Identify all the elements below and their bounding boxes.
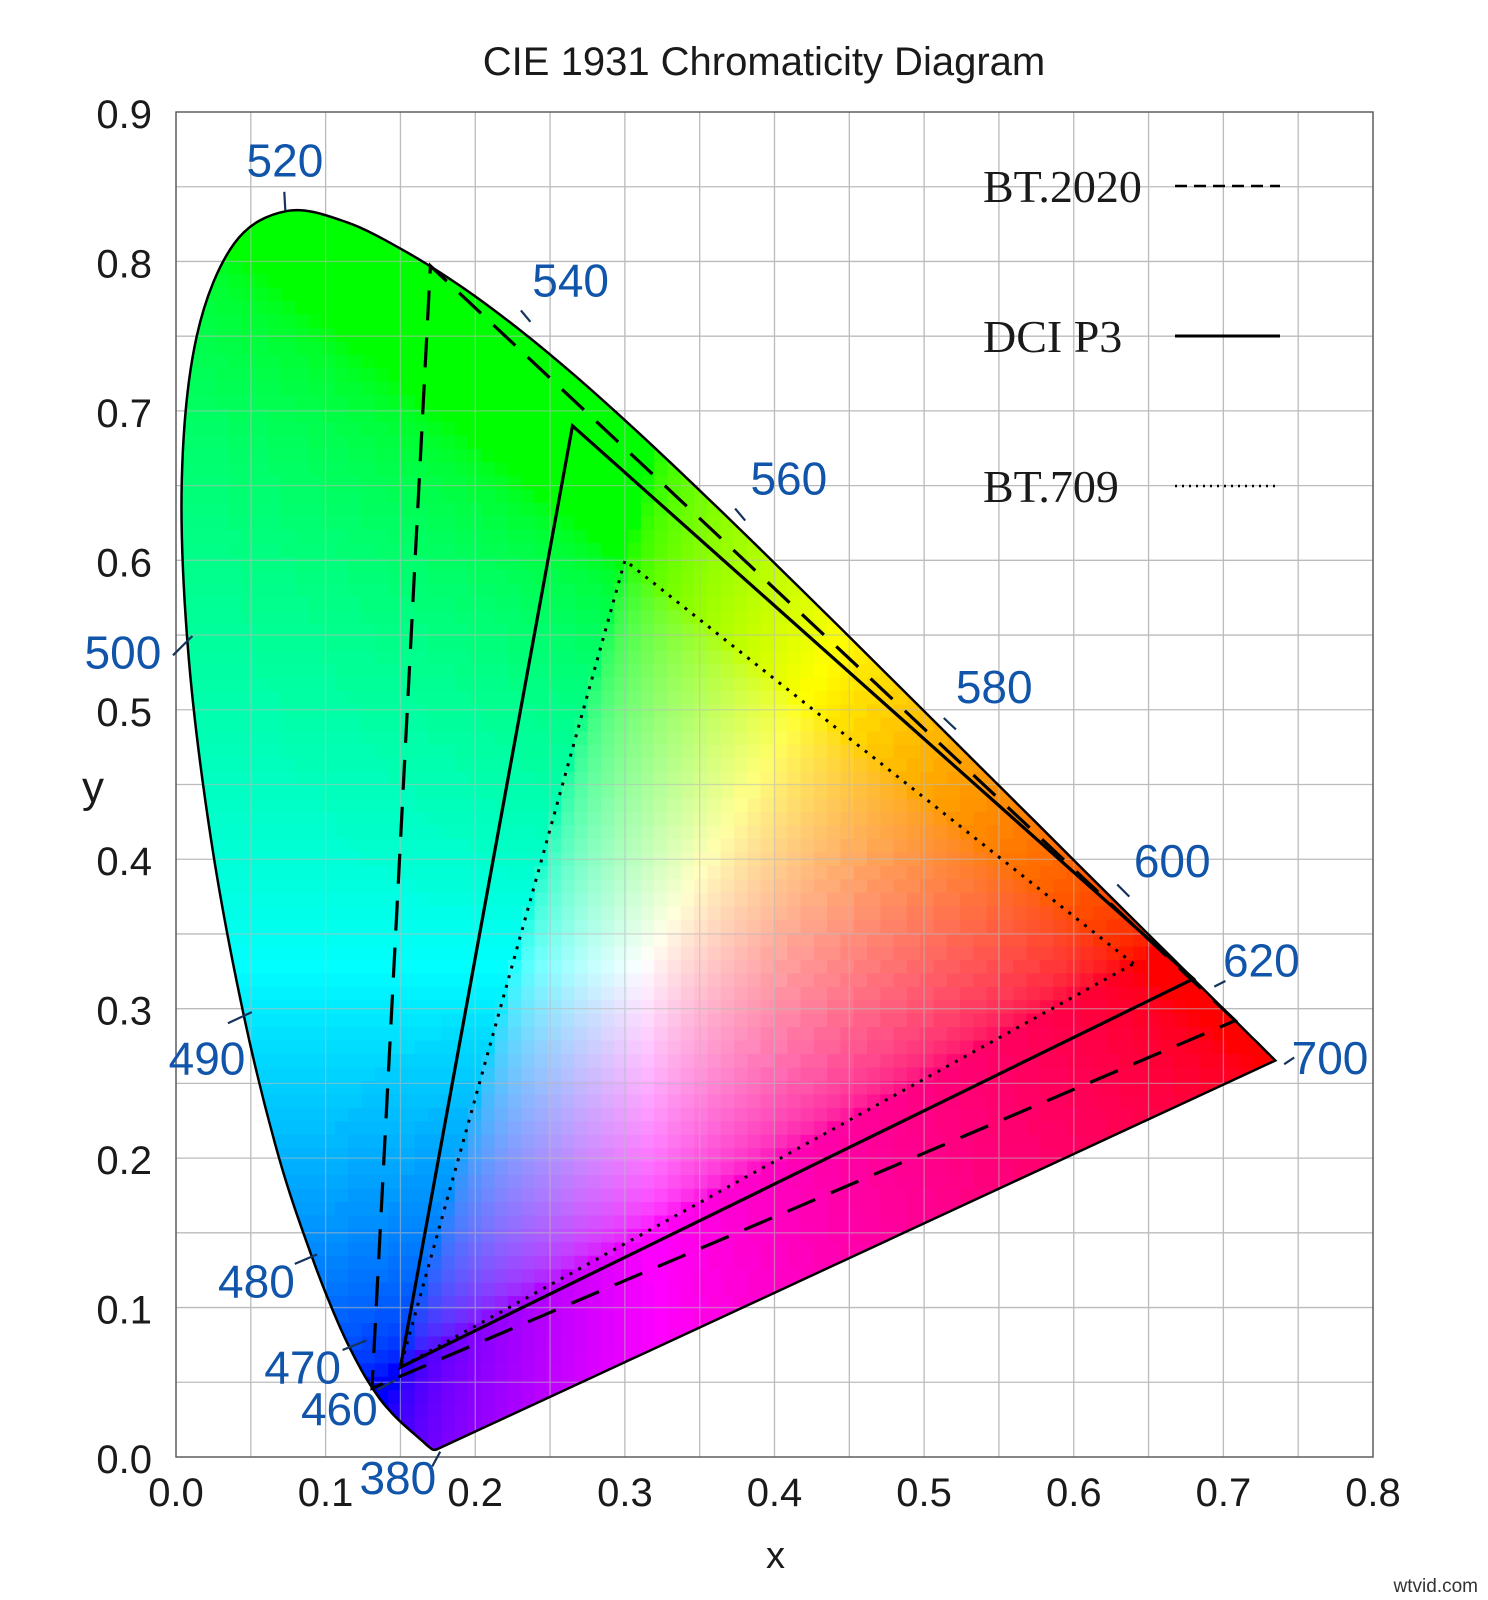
svg-text:wtvid.com: wtvid.com <box>1393 1576 1478 1597</box>
svg-text:540: 540 <box>532 254 609 306</box>
svg-text:0.2: 0.2 <box>96 1139 152 1183</box>
svg-text:0.3: 0.3 <box>96 990 152 1034</box>
svg-text:0.0: 0.0 <box>148 1471 204 1515</box>
svg-text:0.9: 0.9 <box>96 93 152 137</box>
svg-text:0.2: 0.2 <box>447 1471 503 1515</box>
svg-text:0.4: 0.4 <box>747 1471 803 1515</box>
svg-text:520: 520 <box>247 134 324 186</box>
svg-text:0.1: 0.1 <box>298 1471 354 1515</box>
svg-text:0.6: 0.6 <box>1046 1471 1102 1515</box>
svg-text:0.0: 0.0 <box>96 1438 152 1482</box>
svg-text:0.7: 0.7 <box>96 392 152 436</box>
svg-text:x: x <box>766 1535 785 1577</box>
svg-text:BT.2020: BT.2020 <box>983 161 1142 212</box>
svg-text:700: 700 <box>1292 1032 1369 1084</box>
svg-text:0.5: 0.5 <box>896 1471 952 1515</box>
svg-text:620: 620 <box>1223 935 1300 987</box>
svg-text:600: 600 <box>1134 835 1211 887</box>
svg-text:500: 500 <box>85 627 162 679</box>
svg-text:0.7: 0.7 <box>1196 1471 1252 1515</box>
svg-text:380: 380 <box>359 1452 436 1504</box>
svg-text:480: 480 <box>218 1256 295 1308</box>
svg-text:560: 560 <box>750 452 827 504</box>
svg-text:580: 580 <box>956 661 1033 713</box>
svg-text:DCI P3: DCI P3 <box>983 311 1122 362</box>
svg-text:470: 470 <box>264 1342 341 1394</box>
svg-text:0.3: 0.3 <box>597 1471 653 1515</box>
svg-text:0.8: 0.8 <box>96 242 152 286</box>
svg-text:0.6: 0.6 <box>96 541 152 585</box>
svg-text:0.4: 0.4 <box>96 840 152 884</box>
svg-text:y: y <box>82 763 104 812</box>
svg-text:490: 490 <box>169 1033 246 1085</box>
svg-text:BT.709: BT.709 <box>983 461 1119 512</box>
svg-text:0.1: 0.1 <box>96 1289 152 1333</box>
svg-text:0.8: 0.8 <box>1345 1471 1401 1515</box>
svg-text:0.5: 0.5 <box>96 691 152 735</box>
